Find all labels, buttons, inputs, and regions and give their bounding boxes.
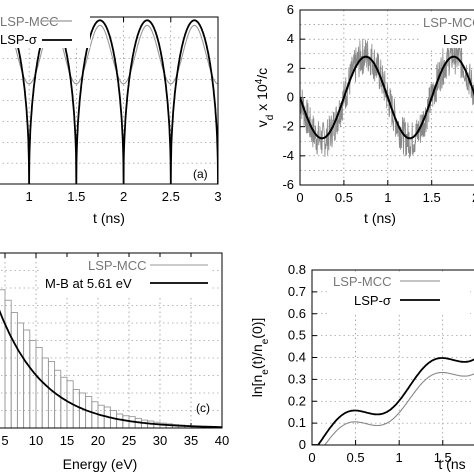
panel-b-y-tick-label: 6 xyxy=(287,2,294,17)
panel-c-panel-label: (c) xyxy=(196,401,210,415)
panel-a-plot-frame xyxy=(0,16,219,185)
histogram-bar xyxy=(0,289,6,428)
panel-a-x-tick-label: 2.5 xyxy=(162,189,180,204)
panel-d-y-tick-label: 0.5 xyxy=(288,328,306,343)
panel-d-x-tick-label: 0 xyxy=(308,450,315,465)
series-maxwell-boltzmann-line xyxy=(0,309,222,428)
panel-d-y-tick-label: 0.6 xyxy=(288,306,306,321)
panel-c-x-tick-label: 10 xyxy=(29,433,43,448)
panel-a-x-tick-label: 2 xyxy=(120,189,127,204)
panel-d-plot-frame xyxy=(311,269,474,446)
series-lsp-line xyxy=(300,55,474,140)
panel-d-y-tick-label: 0.4 xyxy=(288,350,306,365)
panel-a-legend-label: LSP-MCC xyxy=(0,14,59,29)
panel-b-y-tick-label: -4 xyxy=(282,148,294,163)
panel-c-x-tick-label: 15 xyxy=(60,433,74,448)
panel-c-x-tick-label: 5 xyxy=(1,433,8,448)
panel-a-x-tick-label: 1 xyxy=(25,189,32,204)
panel-a-x-tick-label: 3 xyxy=(214,189,221,204)
series-lsp-mcc-line xyxy=(0,24,218,85)
panel-b-legend-bg xyxy=(420,14,474,48)
histogram-bar xyxy=(72,389,80,428)
panel-b-x-axis-label: t (ns) xyxy=(364,210,396,226)
histogram-bar xyxy=(23,329,31,428)
panel-d-legend-label: LSP-MCC xyxy=(333,274,392,289)
panel-d-x-axis-label: t (ns xyxy=(438,456,465,472)
panel-d-y-tick-label: 0.2 xyxy=(288,393,306,408)
panel-a-legend-label: LSP-σ xyxy=(0,32,37,47)
panel-d-y-tick-label: 0 xyxy=(299,437,306,452)
panel-c-x-tick-label: 40 xyxy=(215,433,229,448)
panel-d-x-tick-label: 1 xyxy=(396,450,403,465)
histogram-bar xyxy=(60,376,68,428)
panel-b-x-tick-label: 2 xyxy=(472,190,474,205)
histogram-bar xyxy=(10,312,18,428)
panel-b-y-tick-label: -6 xyxy=(282,177,294,192)
panel-b-y-tick-label: 4 xyxy=(287,31,294,46)
panel-d-legend-bg xyxy=(330,272,470,314)
series-lsp-mcc-line xyxy=(300,37,474,159)
panel-d-y-tick-label: 0.3 xyxy=(288,371,306,386)
panel-b-legend-label: LSP-MCC xyxy=(423,15,474,30)
panel-d-y-tick-label: 0.7 xyxy=(288,284,306,299)
panel-a-legend-bg xyxy=(0,14,90,48)
panel-c-plot-frame xyxy=(0,252,223,429)
series-lsp-sigma-line xyxy=(312,357,474,445)
panel-d-legend-label: LSP-σ xyxy=(354,293,391,308)
panel-b-x-tick-label: 0.5 xyxy=(335,190,353,205)
panel-d-series-group xyxy=(312,357,474,445)
panel-a-panel-label: (a) xyxy=(193,167,208,181)
panel-c-legend-label: M-B at 5.61 eV xyxy=(45,276,132,291)
panel-b-legend-label: LSP xyxy=(443,32,468,47)
panel-c-series-group xyxy=(0,289,222,428)
series-lsp-mcc-line xyxy=(312,371,474,445)
panel-c-legend-bg xyxy=(40,257,210,295)
panel-a-x-axis-label: t (ns) xyxy=(93,210,125,226)
panel-d-x-tick-label: 0.5 xyxy=(347,450,365,465)
panel-b-y-tick-label: 2 xyxy=(287,60,294,75)
panel-b-y-tick-label: 0 xyxy=(287,90,294,105)
panel-b-y-axis-label: vd x 104/c xyxy=(254,68,276,127)
panel-c-x-tick-label: 30 xyxy=(153,433,167,448)
panel-b-x-tick-label: 1.5 xyxy=(423,190,441,205)
panel-d-x-tick-label: 1.5 xyxy=(434,450,452,465)
panel-a-x-tick-label: 1.5 xyxy=(67,189,85,204)
panel-b-x-tick-label: 1 xyxy=(384,190,391,205)
histogram-bar xyxy=(54,369,62,428)
histogram-bar xyxy=(4,299,12,428)
panel-c-x-axis-label: Energy (eV) xyxy=(63,456,138,472)
panel-c-x-tick-label: 35 xyxy=(184,433,198,448)
panel-b-x-tick-label: 0 xyxy=(296,190,303,205)
panel-d-y-tick-label: 0.1 xyxy=(288,415,306,430)
histogram-bar xyxy=(47,361,56,428)
panel-c-legend-label: LSP-MCC xyxy=(88,258,147,273)
histogram-bar xyxy=(35,347,43,428)
panel-d-y-tick-label: 0.8 xyxy=(288,262,306,277)
panel-b-series-group xyxy=(300,37,474,159)
panel-d-y-axis-label: ln[ne(t)/ne(0)] xyxy=(249,318,271,398)
histogram-bar xyxy=(122,415,130,428)
histogram-bar xyxy=(29,340,37,428)
panel-b-plot-frame xyxy=(299,9,474,186)
panel-c-x-tick-label: 20 xyxy=(91,433,105,448)
panel-c-x-tick-label: 25 xyxy=(122,433,136,448)
panel-b-y-tick-label: -2 xyxy=(282,119,294,134)
histogram-bar xyxy=(116,413,124,428)
